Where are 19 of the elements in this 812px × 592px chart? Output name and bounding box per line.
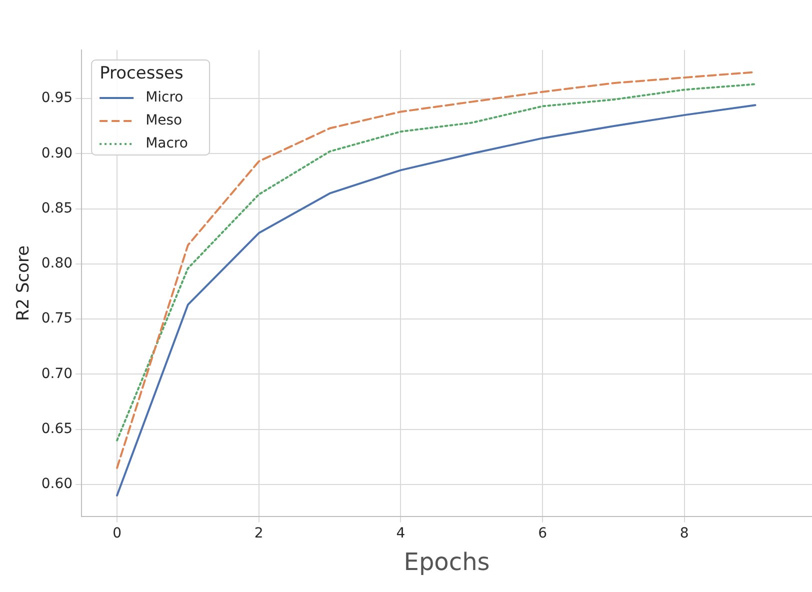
x-tick-label: 0 [112, 525, 122, 542]
y-tick-label: 0.70 [41, 366, 73, 382]
y-tick-label: 0.65 [41, 420, 73, 437]
y-axis-title: R2 Score [14, 245, 34, 322]
y-tick-label: 0.60 [41, 476, 73, 492]
x-tick-label: 4 [396, 525, 406, 542]
legend-label: Meso [146, 112, 182, 129]
y-tick-label: 0.95 [41, 90, 73, 106]
y-tick-label: 0.75 [41, 310, 73, 327]
y-tick-label: 0.80 [41, 256, 73, 272]
x-tick-label: 6 [538, 525, 548, 542]
legend-title: Processes [100, 63, 184, 84]
y-tick-label: 0.85 [41, 200, 73, 216]
x-tick-label: 2 [254, 525, 264, 542]
y-tick-label: 0.90 [41, 145, 73, 162]
legend-label: Micro [146, 90, 184, 106]
legend-label: Macro [146, 136, 188, 152]
x-tick-label: 8 [680, 525, 689, 542]
x-axis-title: Epochs [404, 548, 490, 576]
